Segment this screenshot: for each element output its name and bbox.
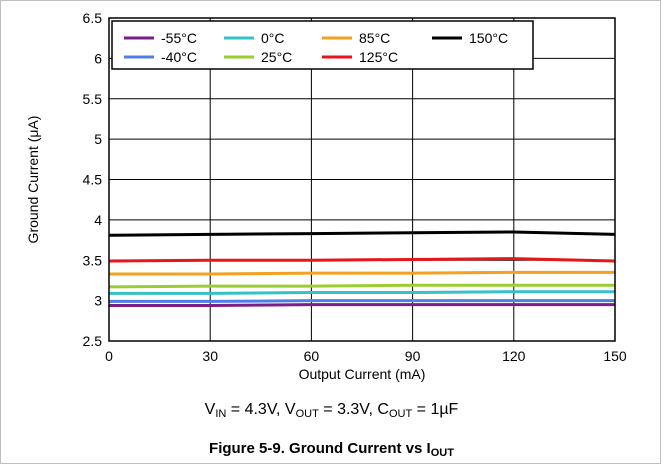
y-axis-title: Ground Current (μA)	[25, 116, 41, 244]
y-tick-label: 5	[94, 131, 102, 147]
series-line	[108, 283, 615, 289]
series-line	[108, 230, 616, 237]
x-tick-label: 30	[202, 348, 218, 364]
vin-label: V	[204, 401, 216, 418]
x-tick-label: 90	[405, 348, 421, 364]
cout-subscript: OUT	[388, 408, 413, 420]
cout-label: C	[377, 401, 389, 418]
figure-title: Figure 5-9. Ground Current vs IOUT	[0, 440, 663, 459]
vout-label: V	[284, 401, 296, 418]
figure-title-subscript: OUT	[430, 447, 454, 459]
y-tick-label: 5.5	[83, 91, 103, 107]
y-tick-label: 3	[94, 293, 102, 309]
series-line	[109, 290, 615, 295]
y-tick-label: 4.5	[83, 172, 103, 188]
series-line	[108, 257, 616, 263]
legend-box	[111, 20, 534, 70]
plot-border	[108, 17, 616, 342]
legend-label: 85°C	[359, 30, 390, 46]
vin-subscript: IN	[215, 408, 227, 420]
x-tick-label: 120	[502, 348, 526, 364]
x-axis-title: Output Current (mA)	[299, 366, 426, 382]
y-tick-label: 6.5	[83, 10, 103, 26]
legend-label: -55°C	[161, 30, 197, 46]
y-tick-label: 4	[94, 212, 102, 228]
legend-label: 25°C	[261, 49, 292, 65]
series-line	[109, 299, 615, 303]
series-line	[109, 303, 615, 307]
legend-label: 150°C	[469, 30, 508, 46]
vin-value: = 4.3V,	[226, 401, 285, 418]
vout-subscript: OUT	[295, 408, 319, 420]
legend-label: 0°C	[261, 30, 285, 46]
x-tick-label: 150	[603, 348, 627, 364]
ground-current-chart: 0 30 60 90 120 150 2.5 3 3.5 4 4.5 5 5.5 6 6.5 Output C…	[25, 10, 627, 382]
y-tick-label: 3.5	[83, 252, 103, 268]
cout-value: = 1µF	[412, 401, 459, 418]
figure-title-text: Figure 5-9. Ground Current vs I	[209, 440, 431, 457]
x-tick-label: 0	[105, 348, 113, 364]
legend-label: 125°C	[359, 49, 398, 65]
test-conditions: VIN = 4.3V, VOUT = 3.3V, COUT = 1µF	[0, 401, 663, 420]
series-line	[109, 270, 615, 276]
y-tick-label: 2.5	[83, 333, 103, 349]
legend-label: -40°C	[161, 49, 197, 65]
x-tick-label: 60	[304, 348, 320, 364]
vout-value: = 3.3V,	[318, 401, 378, 418]
y-tick-label: 6	[94, 50, 102, 66]
